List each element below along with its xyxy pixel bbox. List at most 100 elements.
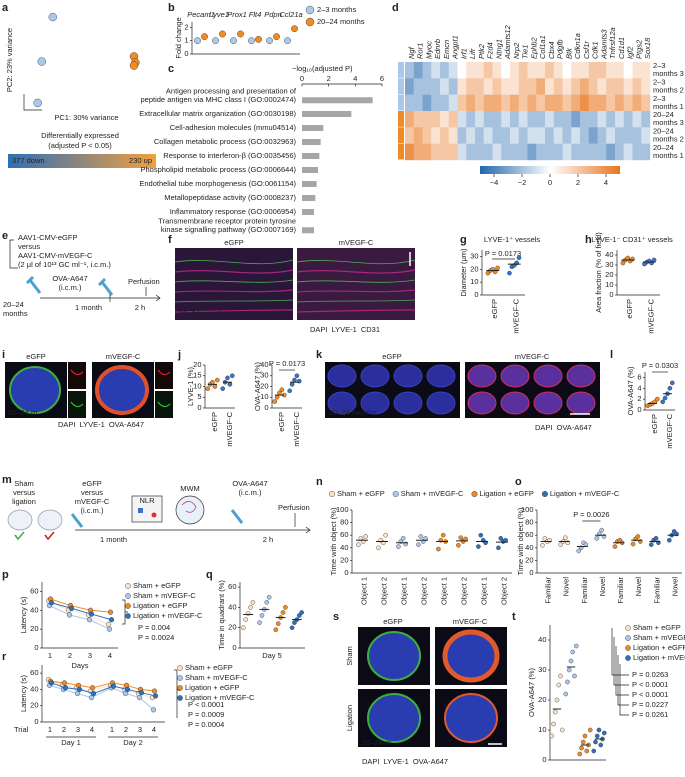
- y-tick-label: 30: [605, 260, 613, 269]
- heat-cell: [562, 62, 572, 79]
- y-tick-label: 5: [197, 392, 201, 401]
- gene-label: Ntng1: [494, 39, 503, 59]
- heat-cell: [562, 94, 572, 112]
- stain: [157, 401, 171, 408]
- heat-cell: [632, 94, 642, 112]
- object: [151, 512, 157, 518]
- data-point: [648, 542, 654, 547]
- pca-point: [37, 57, 46, 66]
- row-label: months 1: [653, 102, 684, 111]
- y-tick-label: 40: [30, 605, 38, 614]
- data-point: [259, 613, 265, 618]
- mean-point: [151, 688, 158, 694]
- group-strip: [398, 78, 404, 95]
- heat-cell: [641, 127, 651, 144]
- fold-change: [255, 35, 262, 43]
- heat-cell: [632, 127, 642, 144]
- x-axis-label: Trial: [14, 725, 29, 734]
- series-line: [48, 600, 109, 625]
- y-tick-label: 0: [609, 290, 613, 299]
- legend-label: 2–3 months: [317, 5, 356, 14]
- row-label: months 3: [653, 69, 684, 78]
- brain-section: [367, 631, 421, 681]
- colorbar-tick-label: 4: [604, 178, 608, 187]
- y-tick-label: 0: [542, 755, 546, 764]
- legend-label: Sham + mVEGF-C: [133, 591, 196, 600]
- heat-cell: [413, 94, 423, 112]
- heat-cell: [431, 143, 441, 161]
- data-point: [542, 536, 548, 541]
- bracket: [9, 239, 18, 269]
- heat-cell: [501, 62, 511, 79]
- image-title: mVEGF-C: [339, 238, 374, 247]
- x-tick-label: mVEGF-C: [512, 298, 521, 333]
- data-point: [243, 617, 249, 622]
- heat-cell: [475, 127, 484, 144]
- heat-cell: [606, 143, 616, 161]
- y-tick-label: 10: [605, 280, 613, 289]
- y-tick-label: 60: [30, 586, 38, 595]
- stain-legend: LYVE-1: [80, 420, 105, 429]
- colorbar-tick-label: −4: [490, 178, 499, 187]
- x-tick-label: 3: [138, 725, 142, 734]
- heat-cell: [501, 111, 511, 128]
- colorbar-label: 230 up: [129, 156, 152, 165]
- age-label: 20–24: [3, 300, 24, 309]
- brain-slice: [500, 364, 530, 388]
- heat-cell: [536, 94, 546, 112]
- heat-cell: [615, 111, 624, 128]
- heat-cell: [422, 111, 432, 128]
- heat-cell: [466, 111, 476, 128]
- heat-cell: [431, 127, 441, 144]
- heat-cell: [475, 62, 484, 79]
- legend-label: 20–24 months: [317, 17, 365, 26]
- heat-cell: [422, 143, 432, 161]
- mean-point: [124, 686, 131, 693]
- y-axis-label: OVA-A647 (%): [626, 366, 635, 416]
- x-tick-label: 2: [124, 725, 128, 734]
- bar: [302, 97, 373, 104]
- y-axis-label: OVA-A647 (%): [253, 361, 262, 411]
- data-point: [660, 399, 666, 405]
- micrograph: [155, 362, 173, 389]
- y-tick-label: 0: [264, 403, 268, 412]
- go-term: Antigen processing and presentation of: [166, 87, 297, 96]
- x-tick-label: 4: [353, 74, 357, 83]
- y-tick-label: 4: [637, 383, 641, 392]
- micrograph: [297, 248, 415, 320]
- vessel: [174, 289, 294, 293]
- data-point: [540, 542, 545, 548]
- panel-label: c: [168, 63, 174, 75]
- legend-marker: [329, 491, 336, 498]
- data-point: [601, 730, 607, 736]
- heat-cell: [606, 62, 616, 79]
- inset-label: 20–24 m: [8, 408, 37, 417]
- panel-label: n: [316, 476, 323, 488]
- timeline: [75, 526, 311, 534]
- heat-cell: [597, 111, 607, 128]
- mean-point: [74, 690, 81, 697]
- bracket: [611, 628, 629, 676]
- brain-section: [9, 366, 61, 414]
- x-tick-label: Object 2: [419, 577, 428, 605]
- heat-cell: [510, 94, 519, 112]
- data-point: [478, 532, 484, 538]
- heat-cell: [466, 143, 476, 161]
- series-line: [50, 598, 111, 613]
- y-axis-label: LYVE-1 (%): [186, 366, 195, 406]
- p-value: P = 0.0026: [573, 510, 609, 519]
- y-tick-label: 30: [470, 251, 478, 260]
- heat-cell: [615, 94, 624, 112]
- heat-cell: [615, 143, 624, 161]
- mean-point: [88, 694, 95, 701]
- inset-label: 20–24 m: [362, 738, 391, 747]
- x-tick-label: Object 2: [379, 577, 388, 605]
- stain-legend: OVA-A647: [109, 420, 144, 429]
- y-axis-label: PC2: 23% variance: [5, 28, 14, 92]
- heat-cell: [510, 62, 519, 79]
- panel-label: m: [2, 474, 12, 486]
- data-point: [651, 257, 657, 263]
- gene-label: Lyve1: [209, 10, 229, 19]
- data-point: [594, 733, 600, 739]
- row-label: 20–24: [653, 126, 674, 135]
